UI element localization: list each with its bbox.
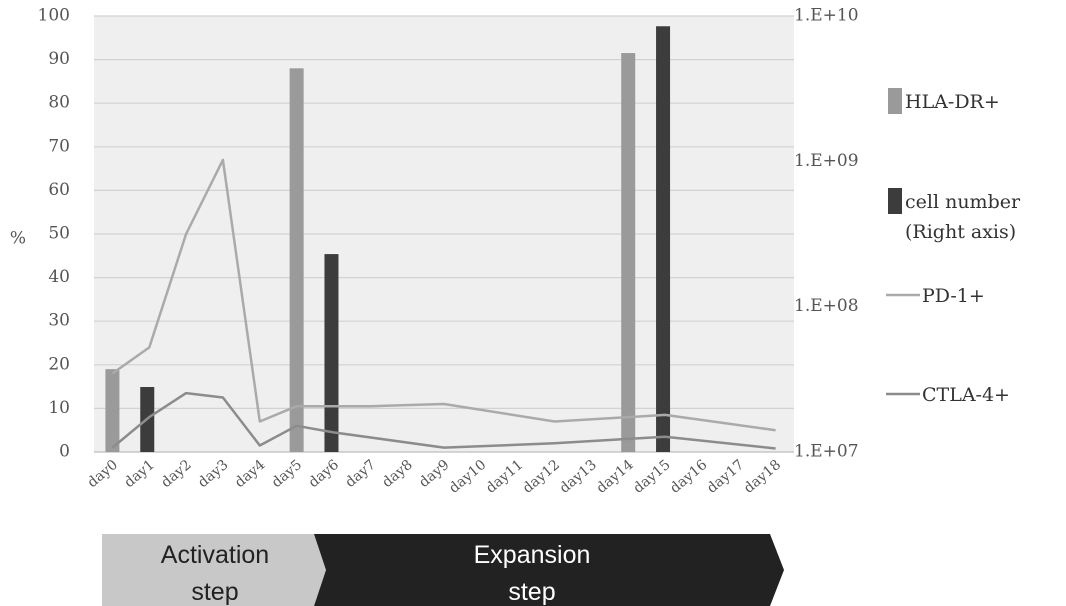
activation-step-label-line1: Activation: [161, 541, 269, 569]
x-tick-label: day18: [741, 457, 784, 497]
activation-step-arrow: [102, 534, 326, 606]
y-tick-label: 60: [48, 180, 70, 200]
bars: [105, 26, 671, 453]
y2-tick-label: 1.E+10: [794, 6, 859, 26]
x-tick-label: day7: [342, 457, 378, 491]
x-tick-label: day17: [704, 457, 747, 497]
y-tick-label: 10: [48, 398, 70, 418]
legend-label-cell-number-sub: (Right axis): [905, 221, 1016, 243]
x-tick-label: day8: [379, 457, 415, 491]
y-tick-label: 70: [48, 136, 70, 156]
legend: HLA-DR+ cell number (Right axis) PD-1+ C…: [886, 88, 1021, 406]
y-tick-label: 20: [48, 354, 70, 374]
y-tick-label: 90: [48, 49, 70, 69]
x-tick-label: day13: [557, 457, 600, 497]
legend-label-hla-dr: HLA-DR+: [905, 91, 1000, 113]
legend-label-ctla-4: CTLA-4+: [922, 384, 1010, 406]
x-tick-label: day1: [121, 457, 157, 491]
activation-step-label-line2: step: [191, 578, 238, 606]
expansion-step-label-line2: step: [508, 578, 555, 606]
activation-step-banner: Activation step: [102, 534, 326, 606]
x-tick-label: day5: [269, 457, 305, 491]
gridlines: [94, 15, 794, 453]
line-pd-1: [111, 158, 776, 432]
legend-swatch-cell-number: [888, 188, 902, 214]
bar-cell-number: [656, 26, 671, 452]
y-tick-label: 100: [38, 6, 70, 26]
x-tick-label: day2: [158, 457, 194, 491]
x-tick-label: day10: [446, 457, 489, 497]
y2-tick-label: 1.E+08: [794, 296, 859, 316]
y2-tick-label: 1.E+07: [794, 442, 859, 462]
y-axis-left: 0 10 20 30 40 50 60 70 80 90 100: [38, 6, 70, 462]
x-tick-label: day14: [594, 457, 637, 497]
line-ctla-4: [111, 391, 776, 450]
expansion-step-arrow: [314, 534, 784, 606]
y-tick-label: 50: [48, 224, 70, 244]
x-tick-label: day15: [630, 457, 673, 497]
y-tick-label: 40: [48, 267, 70, 287]
y-tick-label: 0: [59, 442, 70, 462]
legend-label-cell-number: cell number: [905, 191, 1021, 213]
bar-cell-number: [324, 254, 339, 452]
x-tick-label: day0: [85, 457, 121, 491]
bar-hla-dr: [621, 53, 636, 453]
bar-hla-dr: [105, 369, 120, 452]
x-tick-label: day3: [195, 457, 231, 491]
expansion-step-banner: Expansion step: [314, 534, 784, 606]
y-axis-right: 1.E+07 1.E+08 1.E+09 1.E+10: [794, 6, 859, 462]
x-tick-label: day6: [306, 457, 342, 491]
expansion-step-label-line1: Expansion: [474, 541, 591, 569]
x-tick-label: day16: [667, 457, 710, 497]
x-tick-label: day11: [483, 457, 526, 497]
legend-label-pd-1: PD-1+: [922, 285, 985, 307]
x-tick-label: day4: [232, 457, 268, 491]
bar-hla-dr: [289, 68, 304, 452]
y-tick-label: 80: [48, 93, 70, 113]
y2-tick-label: 1.E+09: [794, 151, 859, 171]
y-axis-label: %: [10, 229, 26, 249]
x-tick-label: day12: [520, 457, 563, 497]
y-tick-label: 30: [48, 311, 70, 331]
x-axis: day0 day1 day2 day3 day4 day5 day6 day7 day8 day9…: [85, 457, 785, 497]
series-lines: [111, 158, 776, 450]
legend-swatch-hla-dr: [888, 88, 902, 114]
